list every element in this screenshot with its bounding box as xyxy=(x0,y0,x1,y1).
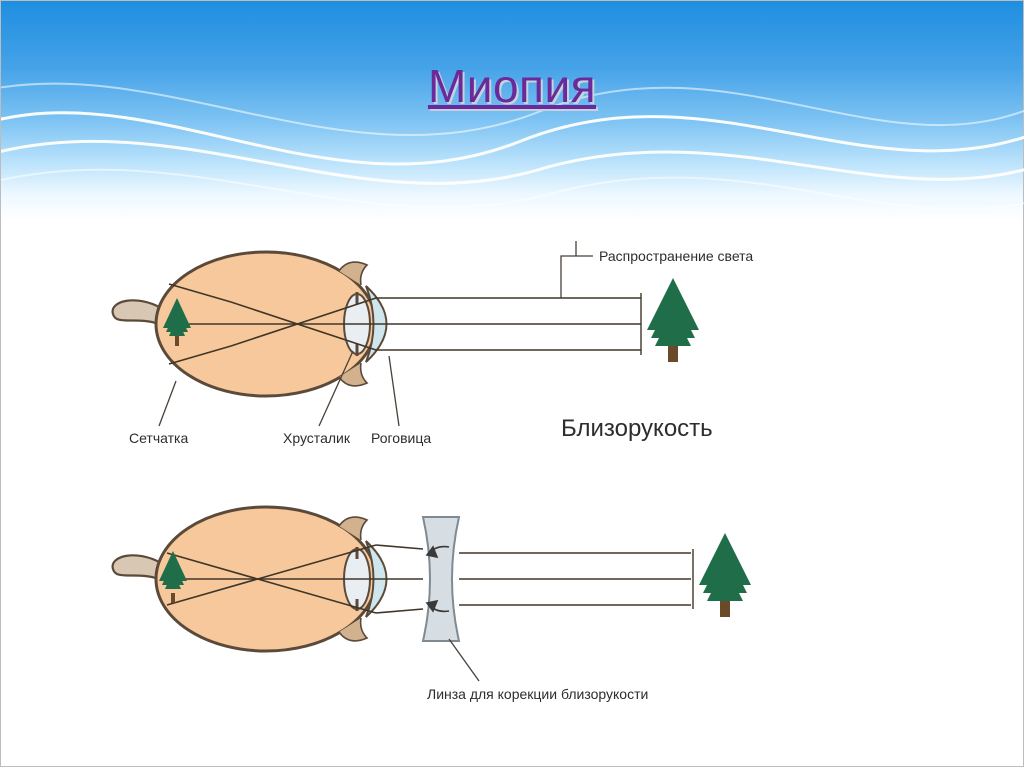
eye-bottom xyxy=(113,507,691,651)
eye-top xyxy=(113,252,641,396)
label-light: Распространение света xyxy=(561,241,753,298)
slide: Миопия xyxy=(0,0,1024,767)
label-retina: Сетчатка xyxy=(129,381,188,446)
label-retina-text: Сетчатка xyxy=(129,430,188,446)
label-cornea: Роговица xyxy=(371,356,431,446)
optic-nerve-bottom xyxy=(113,555,161,579)
label-cornea-text: Роговица xyxy=(371,430,431,446)
section-label: Близорукость xyxy=(561,415,713,442)
tree-bottom xyxy=(699,533,751,617)
slide-title-text: Миопия xyxy=(428,60,596,112)
label-lens-text: Хрусталик xyxy=(283,430,351,446)
corrective-lens xyxy=(423,517,459,641)
label-corrective-lens-text: Линза для корекции близорукости xyxy=(427,686,648,702)
tree-top xyxy=(647,278,699,362)
label-light-text: Распространение света xyxy=(599,248,753,264)
optic-nerve-top xyxy=(113,300,161,324)
slide-title: Миопия xyxy=(1,59,1023,113)
label-corrective-lens: Линза для корекции близорукости xyxy=(427,639,648,702)
diagram-svg: Распространение света Роговица Хрусталик… xyxy=(1,211,1024,767)
diagram-area: Распространение света Роговица Хрусталик… xyxy=(1,211,1023,766)
